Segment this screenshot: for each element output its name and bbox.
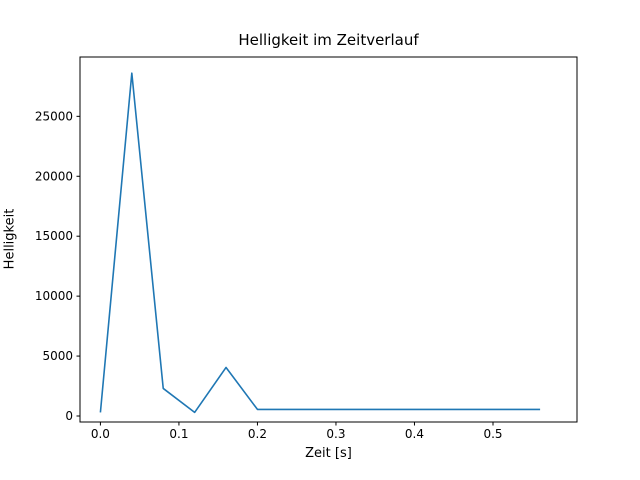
y-tick-label: 0	[65, 409, 73, 423]
y-tick-label: 20000	[35, 169, 73, 183]
data-line	[99, 72, 541, 414]
x-tick-label: 0.3	[326, 427, 345, 441]
x-tick-label: 0.0	[91, 427, 110, 441]
x-tick-label: 0.4	[405, 427, 424, 441]
y-tick-label: 25000	[35, 109, 73, 123]
y-tick-label: 10000	[35, 289, 73, 303]
x-tick-label: 0.5	[483, 427, 502, 441]
x-axis-label: Zeit [s]	[305, 446, 352, 461]
y-tick-label: 5000	[42, 349, 73, 363]
axes-spines	[79, 56, 578, 423]
x-tick-label: 0.1	[169, 427, 188, 441]
chart-title: Helligkeit im Zeitverlauf	[238, 31, 419, 49]
x-tick-label: 0.2	[248, 427, 267, 441]
y-tick-label: 15000	[35, 229, 73, 243]
